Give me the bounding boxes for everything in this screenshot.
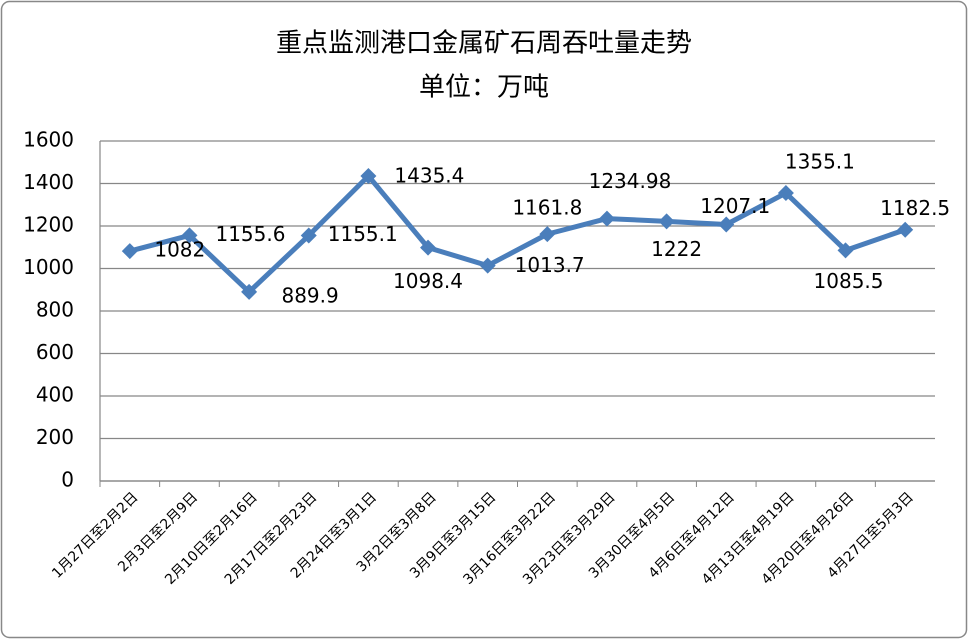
data-label: 1435.4 — [394, 163, 464, 187]
data-label: 1207.1 — [700, 194, 770, 218]
y-tick-label: 0 — [61, 468, 74, 492]
data-label: 1098.4 — [393, 269, 463, 293]
series-line — [129, 173, 906, 295]
marker — [897, 221, 914, 238]
y-tick-label: 800 — [36, 298, 74, 322]
marker — [539, 226, 556, 243]
chart-title: 重点监测港口金属矿石周吞吐量走势 — [276, 29, 692, 59]
data-label: 1222 — [651, 237, 702, 261]
marker — [777, 185, 794, 202]
y-tick-label: 400 — [36, 383, 74, 407]
data-label: 1182.5 — [880, 196, 950, 220]
data-label: 1161.8 — [512, 196, 582, 220]
marker — [360, 167, 377, 184]
marker — [121, 243, 138, 260]
y-tick-label: 1400 — [23, 170, 74, 194]
y-tick-label: 200 — [36, 425, 74, 449]
y-tick-label: 1200 — [23, 213, 74, 237]
marker — [837, 242, 854, 259]
data-label: 1234.98 — [589, 169, 672, 193]
data-label: 1085.5 — [814, 269, 884, 293]
marker — [300, 227, 317, 244]
y-tick-label: 1000 — [23, 255, 74, 279]
marker — [598, 210, 615, 227]
marker — [718, 216, 735, 233]
marker — [241, 283, 258, 300]
data-label: 1355.1 — [785, 150, 855, 174]
y-tick-label: 1600 — [23, 128, 74, 152]
marker — [420, 239, 437, 256]
data-label: 1155.1 — [328, 222, 398, 246]
marker — [181, 227, 198, 244]
data-label: 889.9 — [281, 283, 338, 307]
chart-subtitle: 单位：万吨 — [419, 73, 549, 103]
marker — [479, 257, 496, 274]
data-label: 1013.7 — [515, 253, 585, 277]
y-tick-label: 600 — [36, 340, 74, 364]
marker — [658, 213, 675, 230]
data-label: 1155.6 — [215, 222, 285, 246]
data-label: 1082 — [154, 238, 205, 262]
